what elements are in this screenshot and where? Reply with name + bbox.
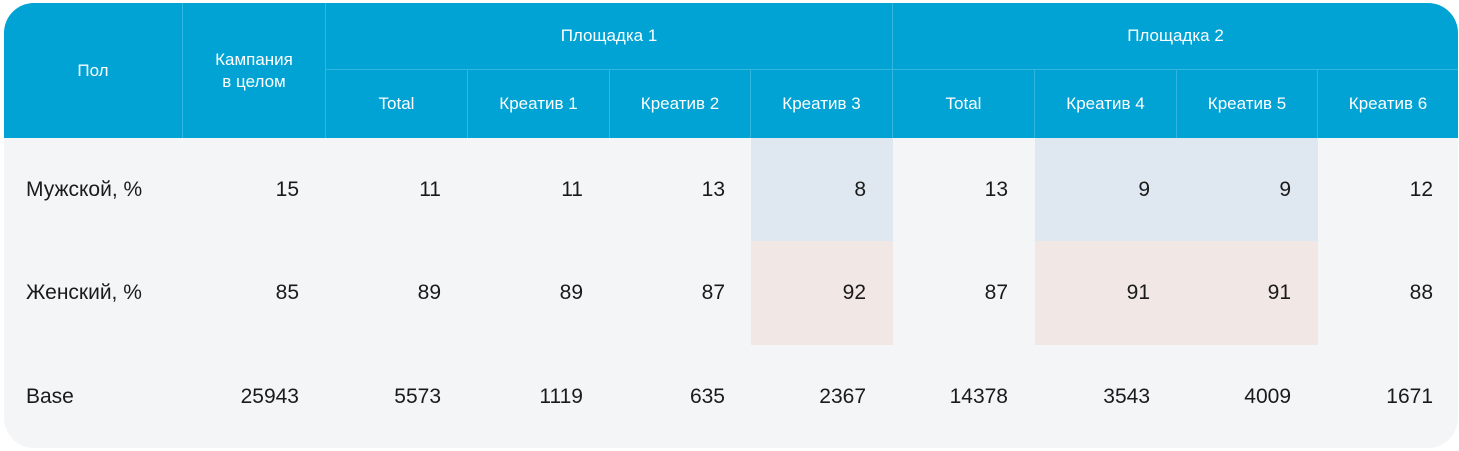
header-subcol: Total <box>945 94 982 113</box>
header-campaign: Кампания в целом <box>215 49 293 91</box>
highlight-male-creative-4-5 <box>1035 138 1318 241</box>
header-divider <box>325 3 326 138</box>
table-cell: 85 <box>275 281 299 304</box>
table-cell: 12 <box>1409 177 1433 201</box>
table-cell: 13 <box>984 177 1008 201</box>
header-subcol: Креатив 1 <box>499 94 578 113</box>
header-divider <box>1317 69 1318 138</box>
table-cell: 11 <box>419 177 441 201</box>
header-divider <box>467 69 468 138</box>
header-subcol: Креатив 3 <box>782 94 861 113</box>
header-gender: Пол <box>77 60 109 80</box>
table-cell: 1119 <box>539 384 583 408</box>
table-cell: 9 <box>1138 177 1150 201</box>
table-cell: 13 <box>701 177 725 201</box>
table-cell: 89 <box>559 281 583 304</box>
table-cell: 87 <box>701 281 725 304</box>
table-cell: 2367 <box>819 384 866 408</box>
table-cell: 91 <box>1126 281 1150 304</box>
table-cell: 1671 <box>1386 384 1433 408</box>
header-subcol: Total <box>378 94 415 113</box>
table-cell: 92 <box>842 281 866 304</box>
row-label: Мужской, % <box>26 177 143 201</box>
header-divider <box>182 3 183 138</box>
gender-table: Пол Кампания в целом Площадка 1 Площадка… <box>4 3 1458 448</box>
table-cell: 91 <box>1267 281 1291 304</box>
table-cell: 14378 <box>949 384 1008 408</box>
table-cell: 9 <box>1279 177 1291 201</box>
header-divider <box>750 69 751 138</box>
table-cell: 88 <box>1409 281 1433 304</box>
header-subcol: Креатив 4 <box>1066 94 1145 113</box>
header-subcol: Креатив 2 <box>640 94 720 113</box>
header-divider <box>325 69 1458 70</box>
table-cell: 89 <box>417 281 441 304</box>
table-cell: 25943 <box>240 384 299 408</box>
table-cell: 87 <box>984 281 1008 304</box>
row-label: Base <box>26 384 74 408</box>
highlight-female-creative-3 <box>751 241 893 345</box>
table-cell: 11 <box>561 177 583 201</box>
header-platform-2: Площадка 2 <box>1127 26 1224 45</box>
row-label: Женский, % <box>26 281 142 304</box>
table-cell: 635 <box>689 384 725 408</box>
header-divider <box>892 3 893 138</box>
table-header <box>4 3 1458 138</box>
highlight-male-creative-3 <box>751 138 893 241</box>
table-cell: 3543 <box>1103 384 1150 408</box>
header-subcol: Креатив 5 <box>1207 94 1287 113</box>
table-cell: 15 <box>275 177 299 201</box>
header-divider <box>1034 69 1035 138</box>
header-divider <box>609 69 610 138</box>
highlight-female-creative-4-5 <box>1035 241 1318 345</box>
table-cell: 8 <box>854 177 866 201</box>
table-cell: 5573 <box>394 384 441 408</box>
header-subcol: Креатив 6 <box>1348 94 1428 113</box>
table-cell: 4009 <box>1244 384 1291 408</box>
header-platform-1: Площадка 1 <box>560 26 658 45</box>
header-divider <box>1176 69 1177 138</box>
